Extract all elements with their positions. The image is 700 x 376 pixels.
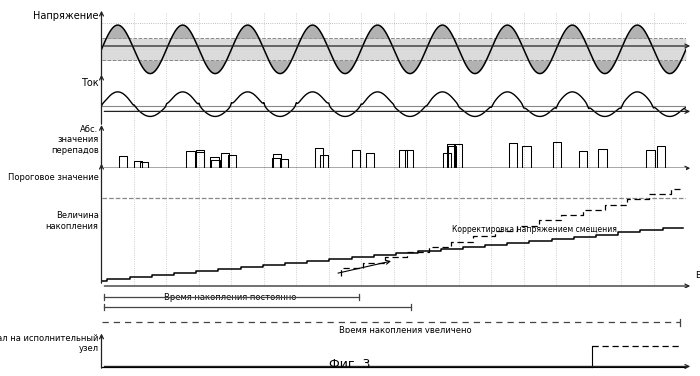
Text: Время накопления постоянно: Время накопления постоянно <box>164 293 296 302</box>
Text: Пороговое значение: Пороговое значение <box>8 173 99 182</box>
Text: Сигнал на исполнительный
узел: Сигнал на исполнительный узел <box>0 334 99 353</box>
Text: Абс.
значения
перепадов: Абс. значения перепадов <box>51 125 99 155</box>
Text: Время накопления увеличено: Время накопления увеличено <box>339 326 472 335</box>
Text: Ток: Ток <box>81 77 99 88</box>
Text: Время: Время <box>695 271 700 280</box>
Text: Фиг. 3: Фиг. 3 <box>329 358 371 371</box>
Text: Напряжение: Напряжение <box>33 11 99 21</box>
Text: Величина
накопления: Величина накопления <box>46 211 99 231</box>
Text: Корректировка напряжением смещения: Корректировка напряжением смещения <box>452 225 617 234</box>
